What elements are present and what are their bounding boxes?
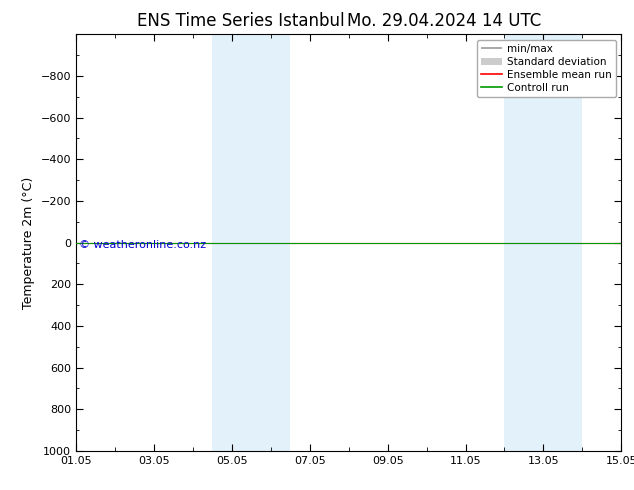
Text: © weatheronline.co.nz: © weatheronline.co.nz (79, 241, 206, 250)
Text: Mo. 29.04.2024 14 UTC: Mo. 29.04.2024 14 UTC (347, 12, 541, 30)
Legend: min/max, Standard deviation, Ensemble mean run, Controll run: min/max, Standard deviation, Ensemble me… (477, 40, 616, 97)
Text: ENS Time Series Istanbul: ENS Time Series Istanbul (137, 12, 345, 30)
Bar (505, 34, 583, 451)
Y-axis label: Temperature 2m (°C): Temperature 2m (°C) (22, 176, 35, 309)
Bar (212, 34, 290, 451)
